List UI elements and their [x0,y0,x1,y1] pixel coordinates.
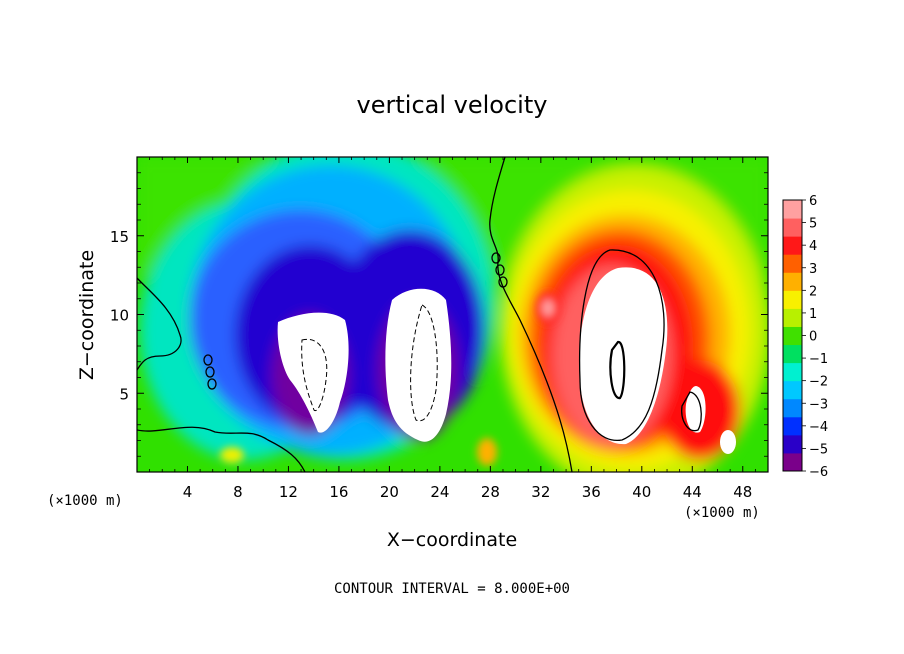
colorbar-label: 0 [809,330,817,345]
colorbar-label: 1 [809,307,817,322]
heatmap-field [137,157,768,472]
colorbar-swatch [783,200,802,219]
chart-title: vertical velocity [357,91,548,119]
colorbar-swatch [783,380,802,400]
colorbar-label: 5 [809,217,817,232]
x-tick-label: 32 [531,483,550,501]
colorbar-swatch [783,290,802,309]
y-tick-label: 5 [119,385,129,403]
contour-interval-note: CONTOUR INTERVAL = 8.000E+00 [334,581,570,597]
colorbar-swatch [783,272,802,291]
colorbar-swatch [783,452,802,472]
x-tick-label: 4 [183,483,193,501]
x-tick-label: 36 [582,483,601,501]
y-axis-label: Z−coordinate [76,250,98,380]
colorbar-swatch [783,434,802,454]
y-axis: 5 10 15 [110,172,768,457]
colorbar-swatch [783,362,802,382]
colorbar-swatch [783,326,802,346]
colorbar-label: 6 [809,194,817,209]
y-tick-label: 10 [110,307,129,325]
colorbar-swatch [783,254,802,273]
colorbar-label: −5 [809,442,828,457]
colorbar-label: 3 [809,262,817,277]
colorbar-label: −6 [809,465,828,480]
x-tick-label: 20 [380,483,399,501]
colorbar: 6 5 4 3 2 1 0 −1 −2 −3 −4 −5 −6 [782,194,828,480]
colorbar-label: 4 [809,239,817,254]
colorbar-swatch [783,398,802,418]
x-axis: 4 8 12 16 20 24 28 32 36 40 44 48 [149,157,756,501]
colorbar-swatch [783,416,802,436]
x-unit-label-right: (×1000 m) [684,505,760,521]
y-tick-label: 15 [110,228,129,246]
colorbar-swatch [783,236,802,255]
x-tick-label: 28 [481,483,500,501]
colorbar-label: −2 [809,375,828,390]
x-tick-label: 44 [683,483,702,501]
x-tick-label: 48 [733,483,752,501]
x-tick-label: 40 [632,483,651,501]
colorbar-swatch [783,308,802,327]
x-tick-label: 16 [329,483,348,501]
x-tick-label: 24 [430,483,449,501]
colorbar-label: −1 [809,352,828,367]
x-unit-label-left: (×1000 m) [47,493,123,509]
x-tick-label: 12 [279,483,298,501]
colorbar-swatch [783,218,802,237]
colorbar-swatch [783,344,802,364]
colorbar-label: −3 [809,397,828,412]
colorbar-label: 2 [809,284,817,299]
x-tick-label: 8 [233,483,243,501]
colorbar-label: −4 [809,420,828,435]
x-axis-label: X−coordinate [387,529,517,551]
